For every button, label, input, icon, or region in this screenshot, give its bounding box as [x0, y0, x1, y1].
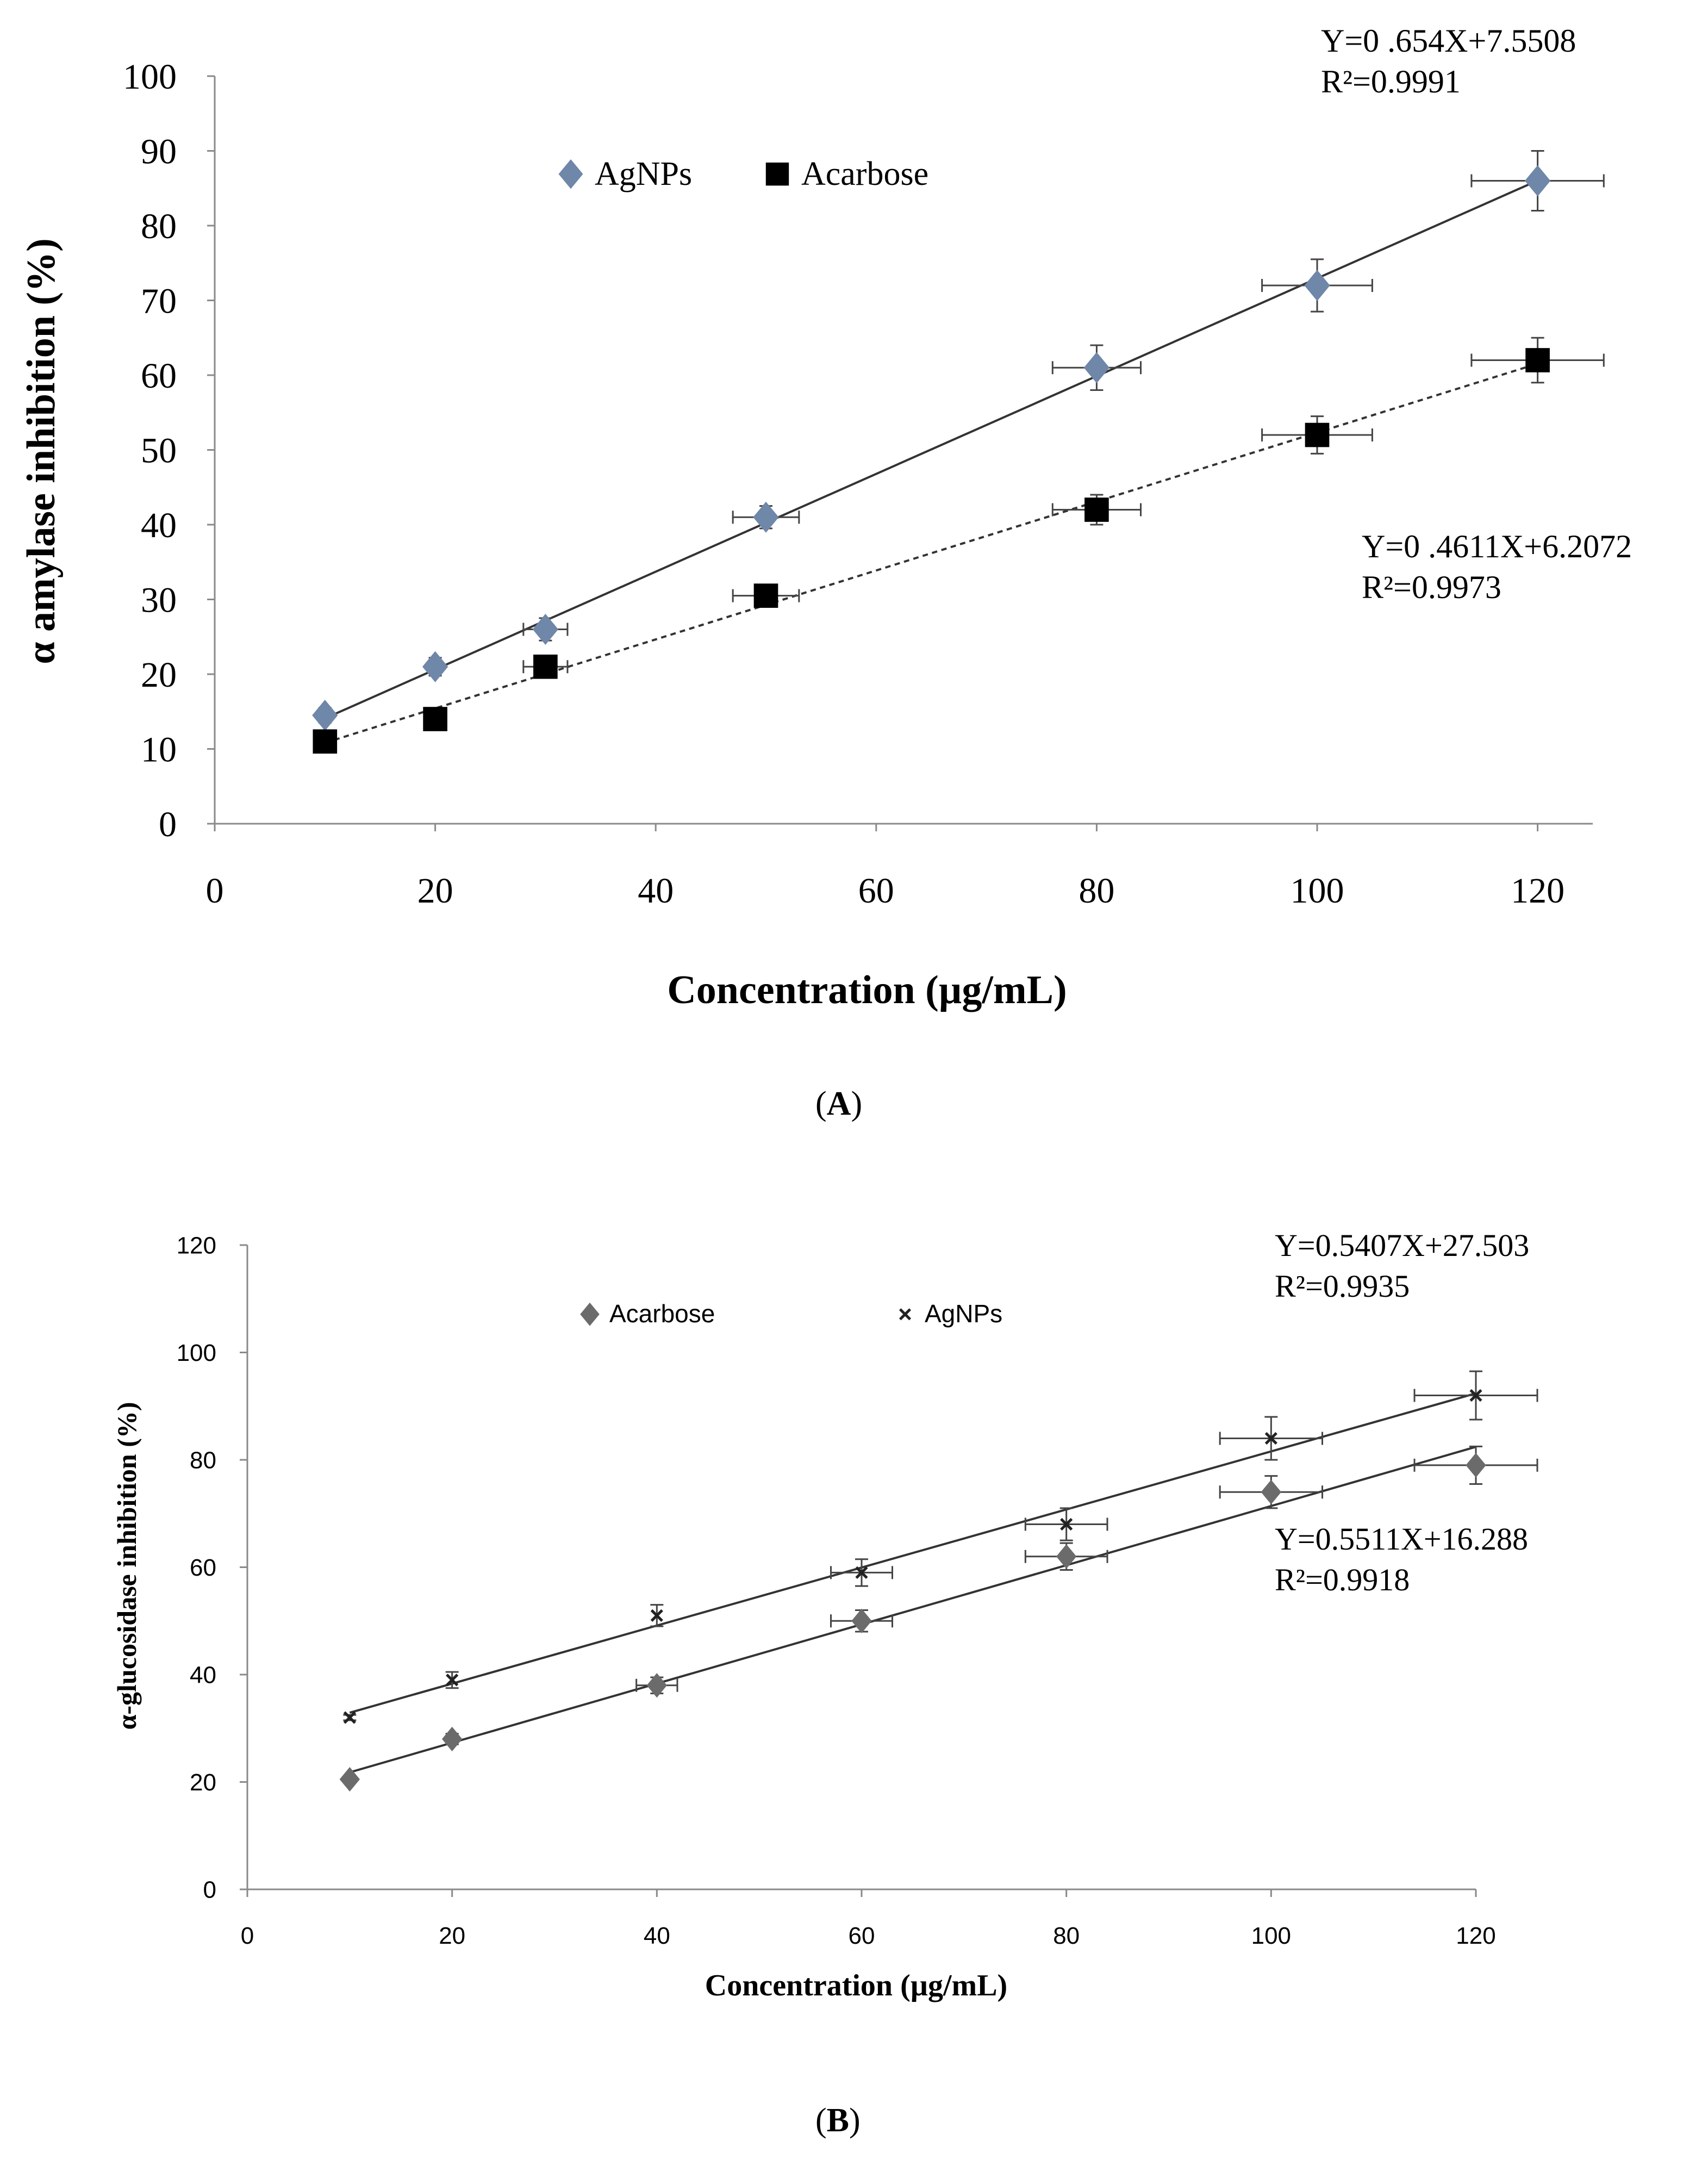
- regression-equation: Y=0.5407X+27.503: [1275, 1228, 1529, 1263]
- series-agnps: [312, 150, 1605, 731]
- data-point: [1525, 348, 1550, 372]
- series-agnps: [343, 1370, 1538, 1724]
- regression-equation: Y=0.5511X+16.288: [1275, 1521, 1528, 1557]
- x-tick-label: 120: [1511, 871, 1564, 911]
- x-tick-label: 40: [644, 1923, 670, 1949]
- data-point: [1261, 1479, 1281, 1504]
- y-tick-label: 40: [190, 1662, 216, 1688]
- data-point: [442, 1726, 463, 1752]
- trendline: [349, 1446, 1476, 1774]
- data-point: [855, 1566, 868, 1579]
- data-point: [1083, 352, 1110, 383]
- x-tick-label: 40: [638, 871, 674, 911]
- y-tick-label: 10: [141, 730, 177, 770]
- x-tick-label: 60: [858, 871, 894, 911]
- panel-label-b: (B): [815, 2102, 861, 2139]
- x-tick-label: 80: [1053, 1923, 1080, 1949]
- data-point: [312, 700, 338, 731]
- data-point: [753, 583, 778, 608]
- trendline: [324, 179, 1538, 720]
- x-tick-label: 0: [206, 871, 224, 911]
- series-acarbose: [313, 337, 1605, 754]
- legend-marker: [558, 159, 583, 189]
- data-point: [532, 613, 559, 645]
- data-point: [339, 1766, 360, 1792]
- x-tick-label: 60: [849, 1923, 875, 1949]
- y-tick-label: 50: [141, 431, 177, 471]
- data-point: [423, 707, 447, 731]
- legend-label: Acarbose: [609, 1299, 715, 1328]
- legend-marker: [580, 1302, 600, 1326]
- data-point: [422, 651, 448, 682]
- data-point: [1060, 1517, 1073, 1531]
- y-tick-label: 80: [141, 207, 177, 246]
- data-point: [650, 1609, 663, 1622]
- data-point: [1469, 1389, 1482, 1402]
- x-tick-label: 20: [439, 1923, 465, 1949]
- trendline: [325, 362, 1538, 744]
- chart-a: 0 10 20 30 40 50 60 70 80 90 100 0 20 40 60 80 100 120 Con…: [19, 23, 1632, 1012]
- data-point: [1264, 1432, 1277, 1445]
- regression-equation: Y=0 .654X+7.5508: [1321, 23, 1576, 59]
- y-tick-label: 20: [141, 655, 177, 695]
- legend-marker: [765, 162, 789, 186]
- y-tick-label: 120: [177, 1232, 216, 1259]
- chart-b: 0 20 40 60 80 100 120 0 20 40 60 80 100 120 Concentrat…: [111, 1228, 1538, 2002]
- r-squared: R²=0.9935: [1275, 1268, 1410, 1304]
- x-tick-label: 0: [241, 1923, 254, 1949]
- data-point: [646, 1673, 667, 1698]
- r-squared: R²=0.9918: [1275, 1562, 1410, 1597]
- data-point: [533, 654, 558, 679]
- y-tick-label: 20: [190, 1769, 216, 1796]
- x-tick-label: 100: [1291, 871, 1344, 911]
- y-axis-label: α-glucosidase inhibition (%): [111, 1402, 142, 1730]
- data-point: [1084, 497, 1109, 522]
- data-point: [1056, 1544, 1077, 1569]
- x-axis-label: Concentration (µg/mL): [705, 1969, 1007, 2002]
- data-point: [446, 1674, 459, 1687]
- regression-equation: Y=0 .4611X+6.2072: [1362, 528, 1632, 564]
- y-tick-label: 70: [141, 282, 177, 321]
- x-tick-label: 80: [1079, 871, 1114, 911]
- y-tick-label: 40: [141, 506, 177, 545]
- legend-label: Acarbose: [801, 155, 928, 192]
- y-tick-label: 60: [141, 356, 177, 396]
- r-squared: R²=0.9991: [1321, 64, 1461, 99]
- x-tick-label: 20: [417, 871, 453, 911]
- r-squared: R²=0.9973: [1362, 569, 1501, 605]
- data-point: [1305, 422, 1330, 447]
- x-tick-label: 100: [1251, 1923, 1291, 1949]
- x-tick-label: 120: [1456, 1923, 1495, 1949]
- trendline: [349, 1392, 1476, 1714]
- y-tick-label: 100: [177, 1340, 216, 1366]
- data-point: [343, 1711, 356, 1724]
- series-acarbose: [339, 1445, 1538, 1792]
- legend-marker: [899, 1308, 912, 1321]
- data-point: [1304, 270, 1330, 301]
- legend-label: AgNPs: [595, 155, 692, 192]
- y-axis-label: α amylase inhibition (%): [19, 238, 64, 664]
- y-tick-label: 90: [141, 132, 177, 172]
- y-tick-label: 0: [159, 805, 177, 844]
- data-point: [1524, 165, 1551, 197]
- data-point: [1466, 1453, 1486, 1478]
- y-tick-label: 0: [203, 1876, 216, 1903]
- legend-label: AgNPs: [925, 1299, 1002, 1328]
- y-tick-label: 60: [190, 1554, 216, 1581]
- x-axis-label: Concentration (µg/mL): [667, 968, 1067, 1012]
- data-point: [851, 1608, 872, 1633]
- y-tick-label: 100: [123, 57, 177, 97]
- panel-label-a: (A): [815, 1085, 863, 1122]
- data-point: [313, 729, 338, 754]
- y-tick-label: 80: [190, 1447, 216, 1473]
- y-tick-label: 30: [141, 581, 177, 620]
- data-point: [753, 501, 779, 533]
